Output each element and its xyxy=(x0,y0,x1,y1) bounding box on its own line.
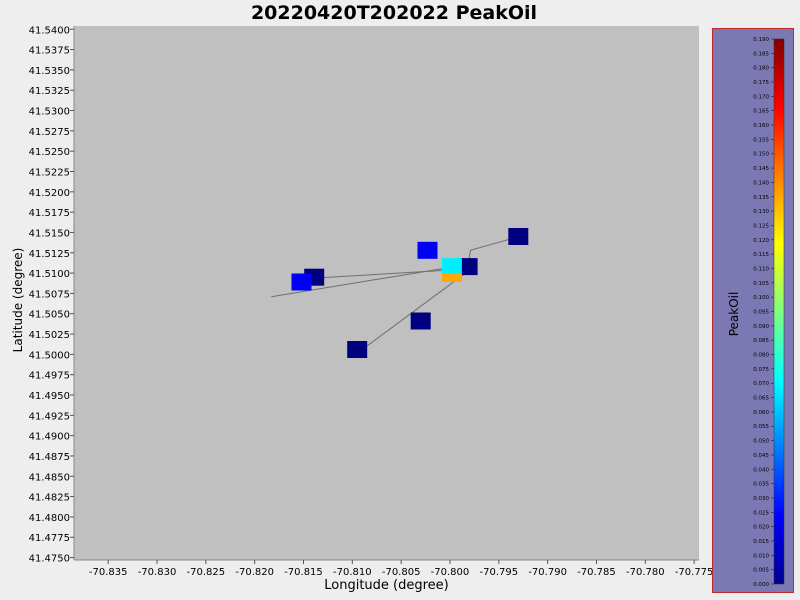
data-point xyxy=(441,258,462,276)
data-point xyxy=(417,241,438,259)
y-tick-label: 41.5250 xyxy=(29,147,70,158)
y-tick-label: 41.5050 xyxy=(29,310,70,321)
y-tick-label: 41.5100 xyxy=(29,269,70,280)
y-tick-label: 41.5125 xyxy=(29,249,70,260)
y-axis-ticks: 41.4750 41.4775 41.4800 41.4825 41.4850 41.48… xyxy=(29,25,74,565)
data-point xyxy=(291,273,312,291)
colorbar-label: PeakOil xyxy=(727,291,741,337)
y-tick-label: 41.4800 xyxy=(29,513,70,524)
y-tick-label: 41.4850 xyxy=(29,472,70,483)
x-tick-label: -70.810 xyxy=(333,567,372,578)
y-tick-label: 41.5150 xyxy=(29,228,70,239)
x-tick-label: -70.825 xyxy=(187,567,226,578)
y-tick-label: 41.4825 xyxy=(29,493,70,504)
x-tick-label: -70.830 xyxy=(138,567,177,578)
x-axis-label: Longitude (degree) xyxy=(324,578,449,593)
x-axis-ticks: -70.835 -70.830 -70.825 -70.820 -70.815 -70.8… xyxy=(89,560,712,578)
y-tick-label: 41.4750 xyxy=(29,554,70,565)
x-tick-label: -70.790 xyxy=(528,567,567,578)
y-tick-label: 41.4900 xyxy=(29,432,70,443)
x-tick-label: -70.775 xyxy=(675,567,712,578)
x-tick-label: -70.800 xyxy=(431,567,470,578)
y-tick-label: 41.5325 xyxy=(29,86,70,97)
y-tick-label: 41.4975 xyxy=(29,371,70,382)
y-tick-label: 41.5300 xyxy=(29,107,70,118)
y-tick-label: 41.5275 xyxy=(29,127,70,138)
data-point xyxy=(508,228,529,245)
y-tick-label: 41.4775 xyxy=(29,533,70,544)
data-point xyxy=(457,258,478,276)
x-tick-label: -70.815 xyxy=(284,567,323,578)
y-tick-label: 41.5200 xyxy=(29,188,70,199)
x-tick-label: -70.795 xyxy=(480,567,519,578)
y-tick-label: 41.5075 xyxy=(29,289,70,300)
x-tick-label: -70.805 xyxy=(382,567,421,578)
track-line xyxy=(316,269,455,279)
y-tick-label: 41.4925 xyxy=(29,411,70,422)
track-line xyxy=(360,271,467,351)
data-point xyxy=(410,312,431,330)
y-tick-label: 41.4950 xyxy=(29,391,70,402)
x-tick-label: -70.780 xyxy=(626,567,665,578)
x-tick-label: -70.785 xyxy=(577,567,616,578)
y-tick-label: 41.5375 xyxy=(29,46,70,57)
data-points xyxy=(291,228,529,358)
y-tick-label: 41.5025 xyxy=(29,330,70,341)
x-tick-label: -70.835 xyxy=(89,567,128,578)
colorbar-panel xyxy=(712,28,794,593)
x-tick-label: -70.820 xyxy=(235,567,274,578)
y-tick-label: 41.5225 xyxy=(29,167,70,178)
data-point xyxy=(441,274,462,282)
y-tick-label: 41.5175 xyxy=(29,208,70,219)
plot-area: -70.835 -70.830 -70.825 -70.820 -70.815 -70.8… xyxy=(29,25,712,578)
y-tick-label: 41.5400 xyxy=(29,25,70,36)
y-tick-label: 41.4875 xyxy=(29,452,70,463)
plot-background xyxy=(74,26,699,560)
chart-title: 20220420T202022 PeakOil xyxy=(250,2,538,24)
data-point xyxy=(347,341,368,358)
y-tick-label: 41.5350 xyxy=(29,66,70,77)
y-tick-label: 41.5000 xyxy=(29,350,70,361)
